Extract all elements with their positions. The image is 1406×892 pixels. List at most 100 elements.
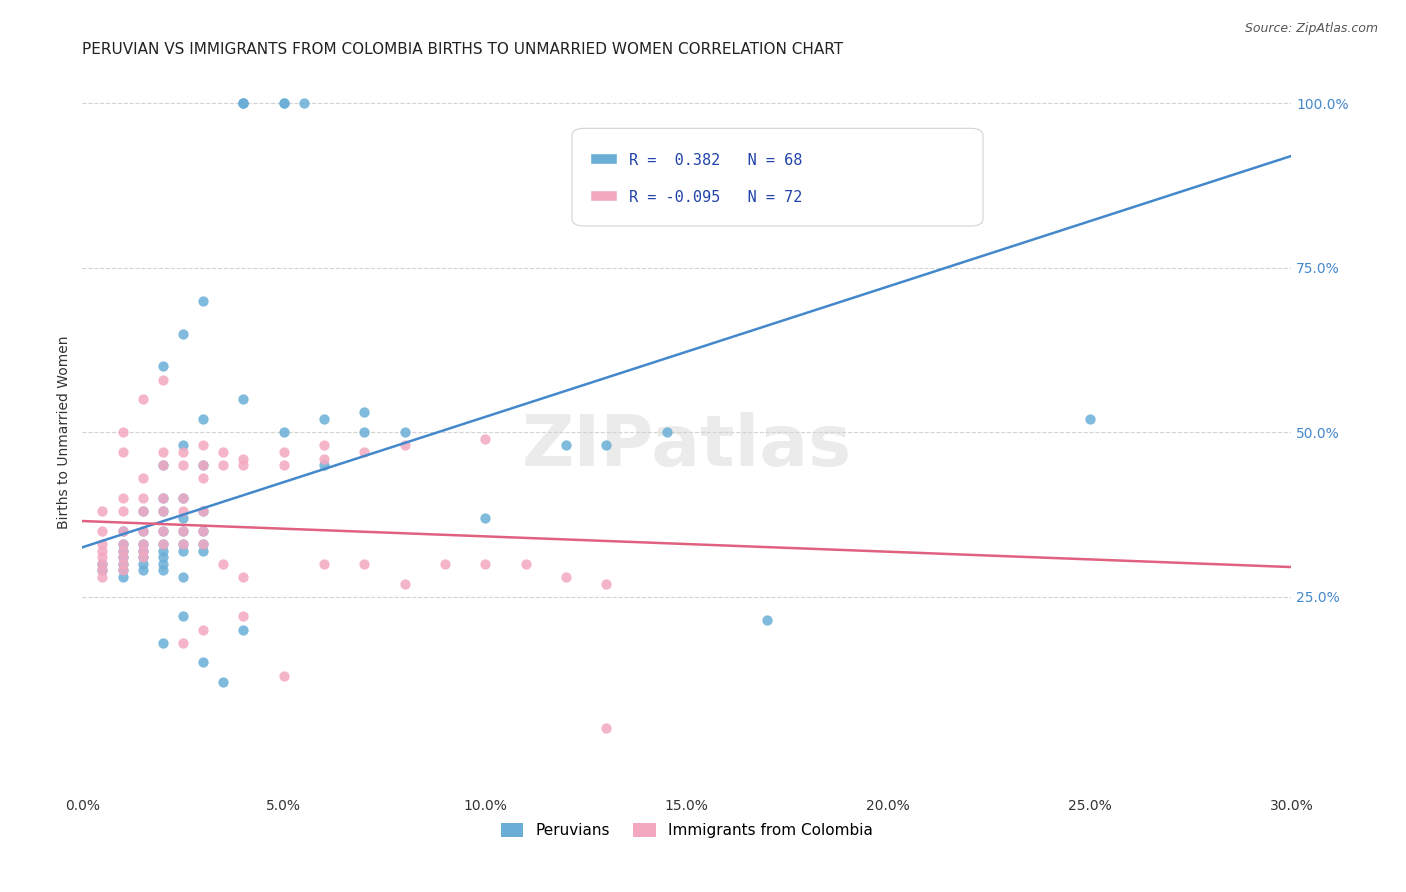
Point [172,458,194,472]
Point [394,425,416,440]
Point [193,524,215,538]
Point [172,570,194,584]
Point [756,613,779,627]
Point [91,504,114,518]
Point [91,550,114,565]
Point [111,537,134,551]
Point [273,458,295,472]
Point [172,326,194,341]
Point [193,504,215,518]
Point [111,524,134,538]
Point [132,563,155,577]
Point [232,451,254,466]
Point [273,425,295,440]
Point [132,504,155,518]
Point [152,563,174,577]
Point [314,458,336,472]
Point [152,504,174,518]
Point [172,636,194,650]
Point [232,392,254,407]
Point [474,432,496,446]
Point [111,524,134,538]
Point [132,550,155,565]
Point [111,550,134,565]
Point [152,359,174,374]
Text: Source: ZipAtlas.com: Source: ZipAtlas.com [1244,22,1378,36]
Point [152,524,174,538]
Point [91,524,114,538]
Point [193,438,215,452]
Point [193,471,215,485]
Point [91,563,114,577]
Point [212,458,235,472]
Point [515,557,537,571]
Point [132,557,155,571]
Point [193,458,215,472]
Point [152,550,174,565]
Point [193,412,215,426]
Point [232,96,254,111]
Point [132,524,155,538]
Point [394,576,416,591]
Point [172,609,194,624]
Point [172,524,194,538]
Point [172,537,194,551]
Point [152,557,174,571]
Point [132,550,155,565]
Point [152,524,174,538]
Point [193,524,215,538]
Text: ZIPatlas: ZIPatlas [522,412,852,481]
Point [111,537,134,551]
Point [595,576,617,591]
Point [353,445,375,459]
Point [172,510,194,524]
Point [111,557,134,571]
Point [132,504,155,518]
Point [132,491,155,505]
Point [91,543,114,558]
Point [172,524,194,538]
Point [474,557,496,571]
Point [292,96,315,111]
Point [91,563,114,577]
Point [232,570,254,584]
Text: R =  0.382   N = 68: R = 0.382 N = 68 [628,153,803,169]
Point [152,445,174,459]
Point [172,491,194,505]
Point [91,570,114,584]
Point [314,451,336,466]
Point [172,491,194,505]
Point [314,557,336,571]
Bar [591,189,617,201]
Point [152,373,174,387]
Point [273,668,295,682]
Point [152,491,174,505]
Point [193,656,215,670]
Point [212,675,235,690]
Point [595,721,617,735]
Text: PERUVIAN VS IMMIGRANTS FROM COLOMBIA BIRTHS TO UNMARRIED WOMEN CORRELATION CHART: PERUVIAN VS IMMIGRANTS FROM COLOMBIA BIR… [83,42,844,57]
Point [91,557,114,571]
Point [91,537,114,551]
Point [111,425,134,440]
Point [273,96,295,111]
Point [232,609,254,624]
Point [193,543,215,558]
Point [132,471,155,485]
Point [152,537,174,551]
Point [111,491,134,505]
Point [132,543,155,558]
Point [152,537,174,551]
Point [232,458,254,472]
Point [152,458,174,472]
Point [172,543,194,558]
Point [111,543,134,558]
Point [111,563,134,577]
Point [152,636,174,650]
Point [132,392,155,407]
Point [152,491,174,505]
Point [232,96,254,111]
Point [172,438,194,452]
Y-axis label: Births to Unmarried Women: Births to Unmarried Women [58,335,72,529]
Point [554,570,576,584]
